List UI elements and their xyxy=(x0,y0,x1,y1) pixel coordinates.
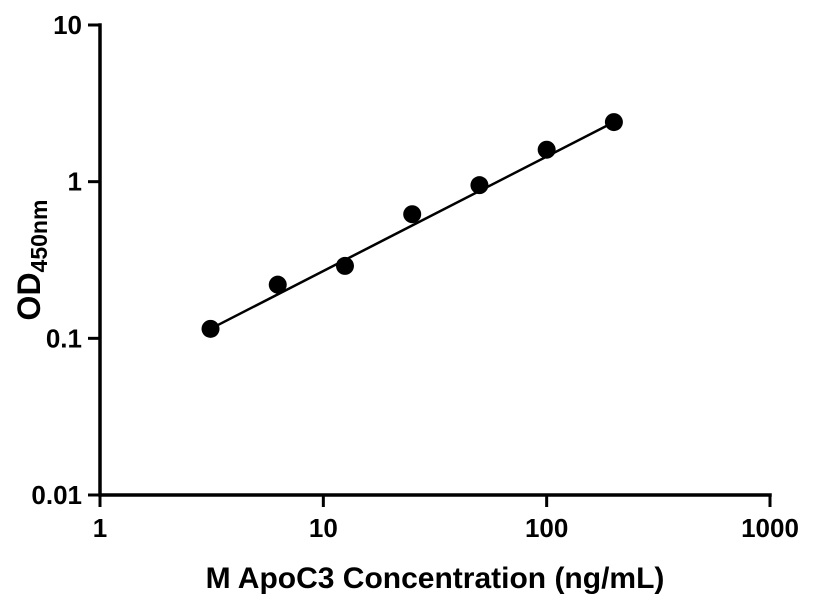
x-axis-tick-label: 100 xyxy=(525,513,568,543)
y-axis-title: OD450nm xyxy=(11,200,52,321)
data-point xyxy=(537,140,556,159)
y-axis-tick-label: 10 xyxy=(53,10,82,40)
y-axis-title-main: OD xyxy=(11,272,47,320)
y-axis-tick-label: 0.01 xyxy=(31,480,82,510)
data-point xyxy=(470,176,489,195)
data-point xyxy=(335,256,354,275)
y-axis-tick-label: 0.1 xyxy=(46,323,82,353)
y-axis-tick-label: 1 xyxy=(68,167,82,197)
x-axis-tick-label: 1 xyxy=(93,513,107,543)
plot-area: 1 10 100 1000 0.01 0.1 1 10 xyxy=(31,10,799,543)
x-axis-title: M ApoC3 Concentration (ng/mL) xyxy=(206,562,665,595)
y-axis-title-subscript: 450nm xyxy=(26,200,52,273)
data-point xyxy=(201,319,220,338)
axis-spines xyxy=(98,23,772,497)
data-point xyxy=(403,205,422,224)
data-point xyxy=(268,275,287,294)
data-point xyxy=(604,113,623,132)
x-axis-tick-label: 1000 xyxy=(741,513,799,543)
x-axis-tick-label: 10 xyxy=(309,513,338,543)
